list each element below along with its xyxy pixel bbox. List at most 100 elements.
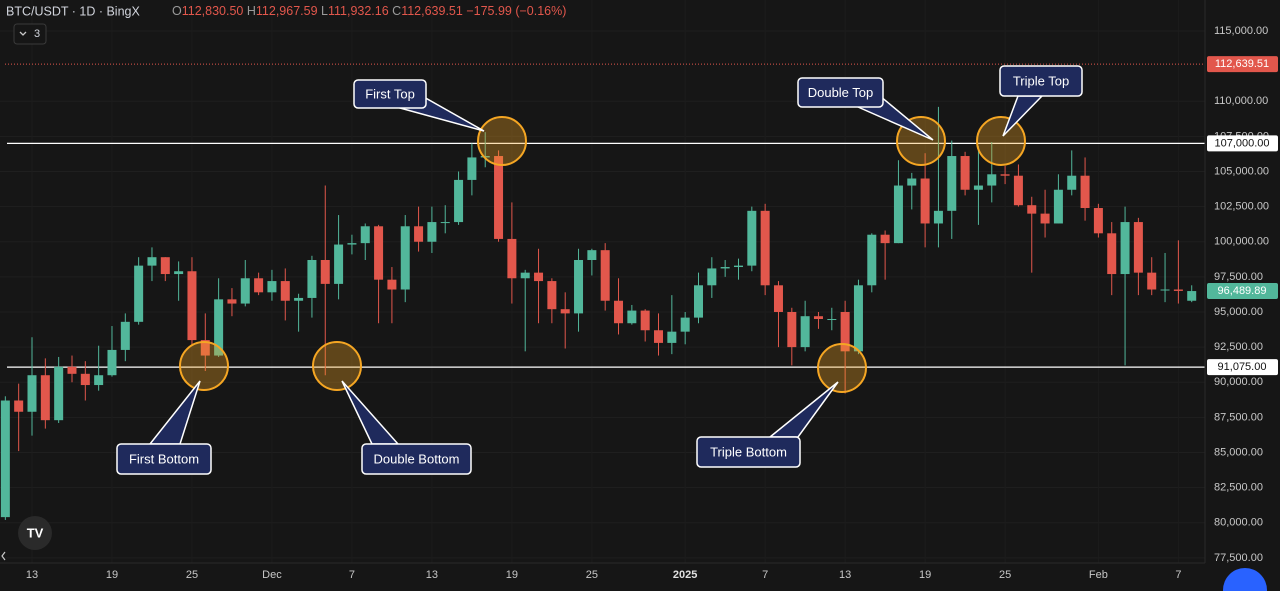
price-tag	[1207, 56, 1278, 73]
candle-body	[254, 278, 264, 293]
candle-body	[694, 285, 703, 318]
y-tick-label: 102,500.00	[1214, 201, 1269, 213]
candle-body	[507, 238, 517, 279]
candle-body	[214, 299, 224, 356]
candle-body	[640, 310, 650, 331]
price-tag-label: 91,075.00	[1218, 361, 1267, 373]
candle-body	[654, 330, 664, 343]
candle-body	[227, 299, 237, 304]
candle-body	[1013, 175, 1023, 206]
x-tick-label: 25	[586, 569, 598, 581]
price-tags: 107,000.00 91,075.00 112,639.51 96,489.89	[1207, 56, 1278, 376]
candle-body	[67, 366, 77, 374]
candle-body	[414, 226, 424, 242]
candle-body	[800, 316, 810, 348]
callout-box	[361, 443, 472, 475]
candle-body	[280, 281, 290, 301]
tv-logo-mark: TV	[27, 525, 44, 540]
highlight-circles	[179, 116, 1026, 393]
y-tick-label: 82,500.00	[1214, 482, 1263, 494]
x-tick-label: Feb	[1089, 569, 1108, 581]
y-tick-label: 97,500.00	[1214, 271, 1263, 283]
candle-body	[587, 250, 597, 261]
y-tick-label: 90,000.00	[1214, 376, 1263, 388]
candle-body	[94, 375, 104, 386]
ohlc-key: H	[247, 4, 256, 18]
candle-body	[867, 234, 877, 286]
candle-body	[347, 243, 357, 245]
candle-body	[27, 375, 37, 412]
x-tick-label: 19	[106, 569, 118, 581]
x-tick-label: 7	[349, 569, 355, 581]
ohlc-value: 112,967.59	[256, 4, 318, 18]
annotations: First Top Double Top Triple Top First Botto…	[116, 65, 1083, 475]
tv-logo[interactable]	[18, 516, 52, 550]
ohlc-key: L	[321, 4, 328, 18]
candle-body	[174, 271, 184, 275]
candle-body	[747, 210, 757, 266]
candle-body	[187, 271, 197, 341]
x-tick-label: 13	[26, 569, 38, 581]
y-tick-label: 92,500.00	[1214, 341, 1263, 353]
callout-box	[797, 77, 884, 108]
candle-body	[440, 222, 450, 224]
candle-body	[400, 226, 410, 290]
y-tick-label: 115,000.00	[1214, 25, 1268, 37]
candle-body	[1107, 233, 1117, 275]
candle-body	[1093, 208, 1103, 234]
candle-body	[880, 234, 890, 244]
price-tag	[1207, 283, 1278, 300]
candle-body	[454, 179, 464, 223]
candle-body	[467, 157, 477, 180]
candle-body	[494, 156, 504, 239]
y-tick-label: 85,000.00	[1214, 446, 1263, 458]
price-tag-label: 107,000.00	[1214, 137, 1269, 149]
indicator-count: 3	[34, 28, 40, 40]
callout-label: Double Top	[808, 85, 874, 100]
callout-label: First Bottom	[129, 451, 199, 466]
callout-label: Triple Bottom	[710, 444, 787, 459]
candle-body	[547, 281, 557, 310]
candle-body	[294, 297, 304, 301]
price-tag	[1207, 135, 1278, 152]
candle-body	[134, 265, 144, 322]
candle-body	[907, 178, 917, 186]
x-tick-label: Dec	[262, 569, 282, 581]
ohlc-value: 112,639.51	[401, 4, 463, 18]
candle-body	[627, 310, 637, 324]
candle-body	[960, 156, 970, 190]
change: −175.99 (−0.16%)	[466, 4, 566, 18]
candles	[0, 106, 1197, 520]
bottom-circle	[817, 343, 867, 393]
candle-body	[1147, 272, 1157, 290]
callout-box	[696, 436, 801, 468]
candle-body	[600, 250, 610, 301]
callout-label: Double Bottom	[374, 451, 460, 466]
price-lines	[5, 63, 1205, 368]
scroll-arrow[interactable]	[1, 551, 6, 561]
candle-body	[920, 178, 930, 224]
candle-body	[893, 185, 903, 244]
ohlc-key: C	[392, 4, 401, 18]
candle-body	[267, 281, 277, 293]
candle-body	[827, 319, 837, 321]
indicator-toggle[interactable]	[13, 23, 47, 45]
candle-body	[387, 279, 397, 290]
candle-body	[14, 400, 24, 412]
callout-box	[353, 79, 427, 109]
y-tick-label: 80,000.00	[1214, 517, 1263, 529]
candle-body	[1173, 289, 1183, 291]
help-button[interactable]	[1223, 568, 1267, 591]
x-tick-label: 25	[999, 569, 1011, 581]
top-circle	[477, 116, 527, 166]
candle-body	[560, 309, 570, 314]
candle-body	[520, 272, 530, 279]
x-tick-label: 13	[426, 569, 438, 581]
candle-body	[534, 272, 544, 282]
candle-body	[680, 317, 690, 332]
callout-box	[999, 65, 1083, 97]
y-tick-label: 77,500.00	[1214, 552, 1263, 564]
y-tick-label: 95,000.00	[1214, 306, 1263, 318]
candle-body	[320, 260, 330, 284]
